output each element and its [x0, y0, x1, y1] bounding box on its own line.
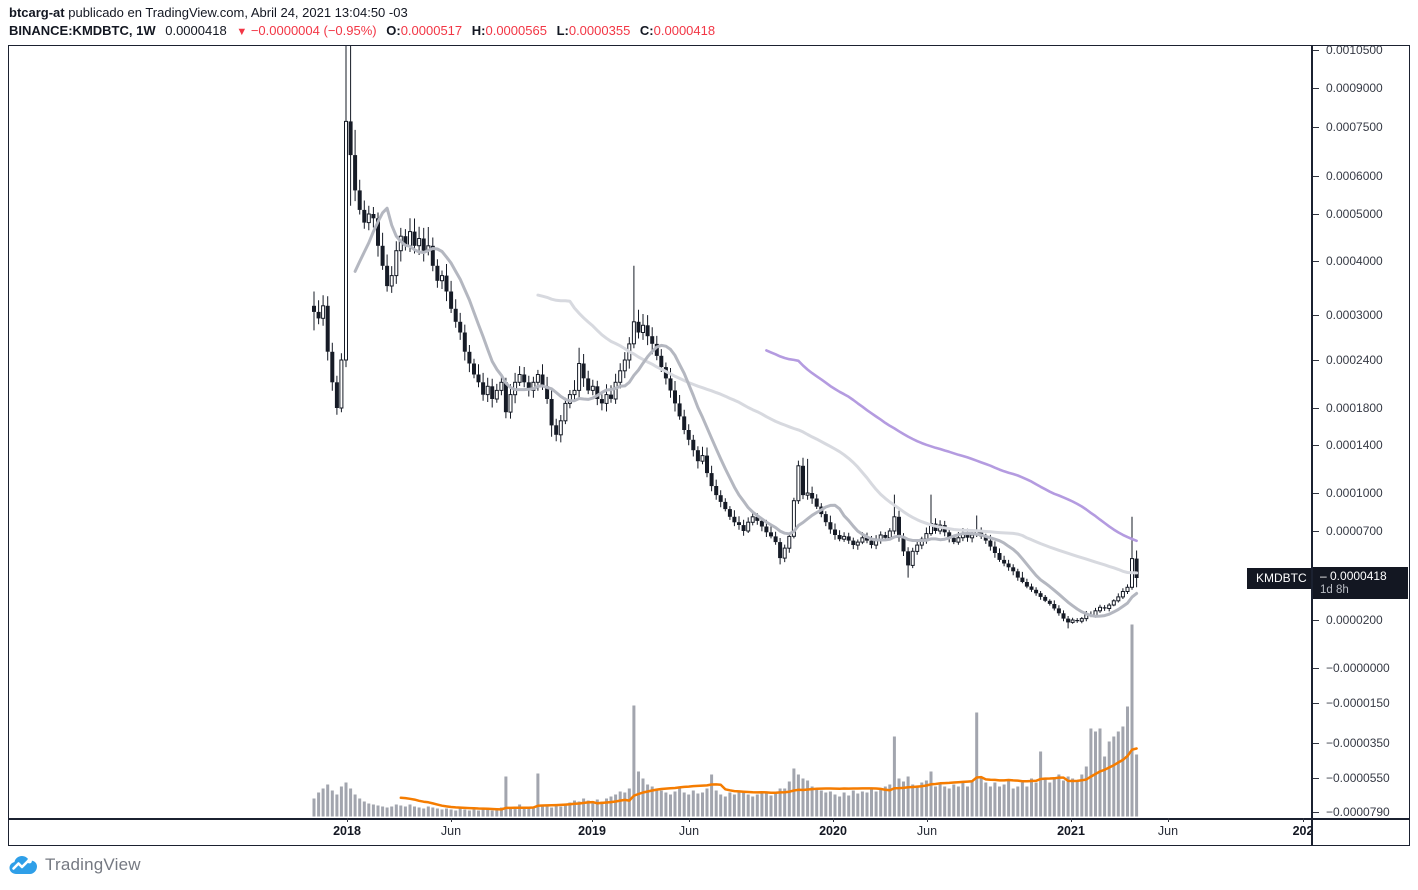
low-value: 0.0000355 [568, 23, 631, 38]
time-axis-label: Jun [440, 824, 462, 838]
last-price: 0.0000418 [165, 23, 227, 38]
price-tick-mark [1313, 702, 1319, 704]
price-tick-label: 0.0010500 [1326, 43, 1383, 57]
price-axis-separator [1311, 45, 1313, 846]
time-axis-label: Jun [678, 824, 700, 838]
time-axis-label: Jun [916, 824, 938, 838]
candle-bodies [312, 120, 1139, 623]
price-tick-label: −0.0000000 [1326, 661, 1390, 675]
price-tick-label: 0.0001800 [1326, 401, 1383, 415]
price-tick-mark [1313, 49, 1319, 51]
price-tick-mark [1313, 619, 1319, 621]
price-tick-mark [1313, 260, 1319, 262]
volume-bars [312, 624, 1139, 817]
tradingview-logo-icon [9, 856, 37, 874]
price-tick-label: 0.0006000 [1326, 169, 1383, 183]
price-tick-mark [1313, 175, 1319, 177]
time-axis-label: 2021 [1057, 824, 1085, 838]
price-tick-mark [1313, 359, 1319, 361]
price-tick-mark [1313, 87, 1319, 89]
volume-ma-line [399, 747, 1138, 811]
price-tick-label: −0.0000790 [1326, 805, 1390, 819]
price-tick-mark [1313, 530, 1319, 532]
time-axis-label: 2018 [333, 824, 361, 838]
time-axis-label: 2020 [819, 824, 847, 838]
tradingview-logo-text: TradingView [45, 855, 141, 874]
symbol-interval: BINANCE:KMDBTC, 1W [9, 23, 156, 38]
close-label: C: [639, 23, 654, 38]
tradingview-logo[interactable]: TradingView [8, 853, 141, 877]
byline-text: publicado en TradingView.com, Abril 24, … [64, 5, 408, 20]
price-tick-label: 0.0004000 [1326, 254, 1383, 268]
price-tick-label: 0.0002400 [1326, 353, 1383, 367]
price-tick-mark [1313, 126, 1319, 128]
price-tick-label: −0.0000550 [1326, 771, 1390, 785]
time-tick-mark [689, 818, 690, 822]
time-axis-separator [8, 818, 1410, 820]
price-tick-mark [1313, 314, 1319, 316]
down-arrow-icon: ▼ [236, 26, 248, 38]
price-tick-mark [1313, 407, 1319, 409]
time-tick-mark [451, 818, 452, 822]
time-tick-mark [1303, 818, 1304, 822]
price-tick-mark [1313, 444, 1319, 446]
price-tick-mark [1313, 811, 1319, 813]
price-tick-label: 0.0009000 [1326, 81, 1383, 95]
price-tick-mark [1313, 667, 1319, 669]
price-axis[interactable]: 0.0010500 0.0009000 0.0007500 0.0006000 0.00… [1313, 43, 1409, 819]
chart-pane[interactable] [9, 27, 1310, 822]
price-tick-label: −0.0000150 [1326, 696, 1390, 710]
price-tick-label: 0.0007500 [1326, 120, 1383, 134]
low-label: L: [556, 23, 569, 38]
chart-frame [8, 45, 1410, 846]
price-tick-label: 0.0000200 [1326, 613, 1383, 627]
author-name: btcarg-at [9, 5, 65, 20]
price-tick-mark [1313, 492, 1319, 494]
price-tick-mark [1313, 777, 1319, 779]
last-price-axis-label: – 0.0000418 1d 8h [1313, 567, 1408, 599]
last-price-value: – 0.0000418 [1320, 569, 1387, 583]
time-axis-label: 2019 [578, 824, 606, 838]
price-tick-label: 0.0005000 [1326, 207, 1383, 221]
bar-countdown: 1d 8h [1320, 584, 1349, 596]
close-value: 0.0000418 [653, 23, 716, 38]
series-symbol-label: KMDBTC [1247, 567, 1311, 589]
price-tick-label: 0.0001000 [1326, 486, 1383, 500]
price-tick-mark [1313, 213, 1319, 215]
open-value: 0.0000517 [400, 23, 463, 38]
fast-ma-line [353, 206, 1139, 618]
time-tick-mark [592, 818, 593, 822]
time-axis-label: 202 [1292, 824, 1311, 838]
long-ma-line [765, 349, 1138, 543]
price-tick-mark [1313, 742, 1319, 744]
high-label: H: [471, 23, 486, 38]
price-tick-label: 0.0001400 [1326, 438, 1383, 452]
symbol-line: BINANCE:KMDBTC, 1W 0.0000418 ▼ −0.000000… [9, 22, 715, 41]
time-tick-mark [833, 818, 834, 822]
time-tick-mark [1071, 818, 1072, 822]
byline: btcarg-at publicado en TradingView.com, … [9, 4, 715, 22]
candle-wicks [313, 27, 1138, 629]
high-value: 0.0000565 [485, 23, 547, 38]
time-tick-mark [347, 818, 348, 822]
price-change: −0.0000004 (−0.95%) [250, 23, 377, 38]
slow-ma-line [536, 293, 1139, 575]
price-tick-label: 0.0003000 [1326, 308, 1383, 322]
time-tick-mark [1168, 818, 1169, 822]
price-tick-label: 0.0000700 [1326, 524, 1383, 538]
price-tick-label: −0.0000350 [1326, 736, 1390, 750]
header: btcarg-at publicado en TradingView.com, … [9, 4, 715, 41]
time-axis[interactable]: 2018 Jun 2019 Jun 2020 Jun 2021 Jun 202 [8, 818, 1311, 846]
time-tick-mark [927, 818, 928, 822]
time-axis-label: Jun [1157, 824, 1179, 838]
open-label: O: [386, 23, 401, 38]
